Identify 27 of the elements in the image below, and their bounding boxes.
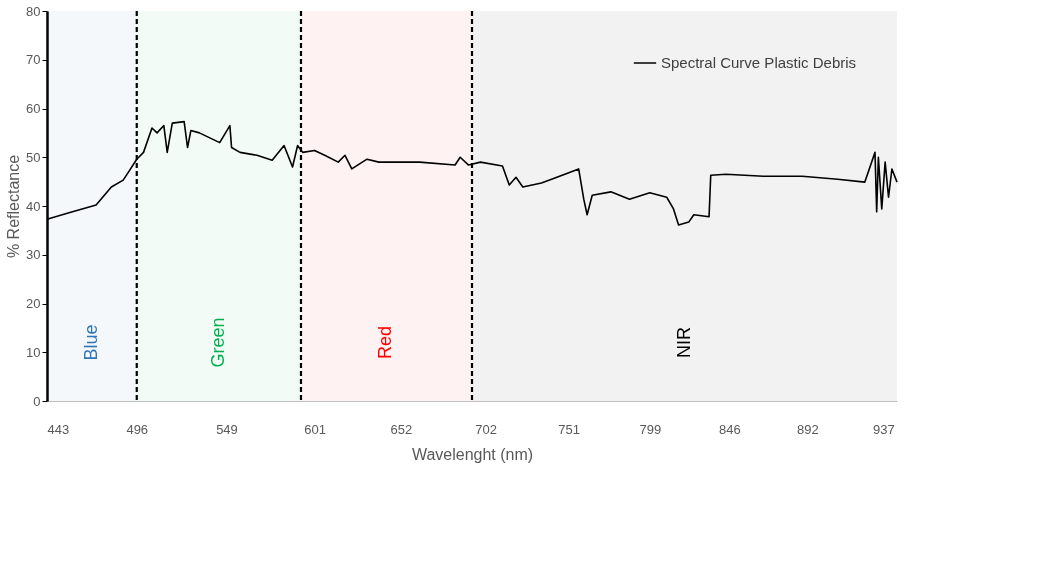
x-tick-label: 937	[873, 421, 895, 437]
x-tick-label: 601	[304, 421, 326, 437]
x-axis-title: Wavelenght (nm)	[411, 445, 534, 463]
x-tick-label: 846	[719, 421, 741, 437]
y-tick-label: 30	[26, 247, 41, 263]
y-tick-label: 70	[26, 52, 41, 68]
legend-label: Spectral Curve Plastic Debris	[661, 54, 857, 71]
y-tick-label: 40	[26, 198, 41, 214]
y-tick-label: 0	[33, 393, 41, 409]
x-tick-label: 652	[390, 421, 413, 437]
x-tick-label: 892	[796, 421, 819, 437]
x-tick-label: 751	[558, 421, 580, 437]
y-tick-label: 80	[26, 3, 41, 19]
x-tick-label: 799	[639, 421, 662, 437]
x-tick-label: 496	[126, 421, 149, 437]
band-label: NIR	[673, 327, 694, 358]
y-tick-label: 60	[26, 101, 41, 116]
x-tick-label: 549	[216, 421, 238, 437]
y-axis-title: % Reflectance	[5, 154, 23, 259]
band-label: Blue	[80, 324, 101, 361]
band-label: Green	[207, 317, 228, 368]
x-tick-label: 702	[475, 421, 497, 437]
band-label: Red	[375, 325, 396, 360]
y-tick-label: 10	[26, 344, 41, 360]
y-tick-label: 50	[26, 149, 41, 165]
x-tick-label: 443	[47, 421, 70, 437]
y-tick-label: 20	[26, 296, 41, 311]
